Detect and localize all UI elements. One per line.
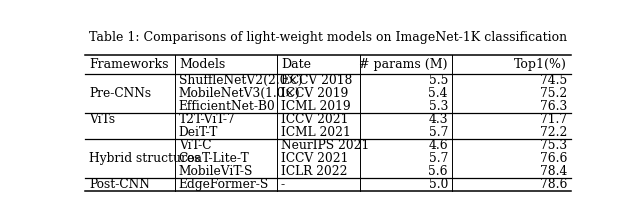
Text: NeurIPS 2021: NeurIPS 2021 (281, 139, 369, 152)
Text: 4.6: 4.6 (428, 139, 448, 152)
Text: Frameworks: Frameworks (89, 58, 168, 71)
Text: MobileNetV3(1.0×): MobileNetV3(1.0×) (179, 87, 300, 100)
Text: ICML 2021: ICML 2021 (281, 126, 351, 139)
Text: ICCV 2019: ICCV 2019 (281, 87, 348, 100)
Text: 72.2: 72.2 (540, 126, 567, 139)
Text: EdgeFormer-S: EdgeFormer-S (179, 178, 269, 191)
Text: Models: Models (179, 58, 225, 71)
Text: 78.6: 78.6 (540, 178, 567, 191)
Text: Pre-CNNs: Pre-CNNs (89, 87, 151, 100)
Text: 5.6: 5.6 (429, 165, 448, 178)
Text: EfficientNet-B0: EfficientNet-B0 (179, 100, 276, 113)
Text: DeiT-T: DeiT-T (179, 126, 218, 139)
Text: 74.5: 74.5 (540, 74, 567, 87)
Text: ICLR 2022: ICLR 2022 (281, 165, 348, 178)
Text: 5.5: 5.5 (429, 74, 448, 87)
Text: 78.4: 78.4 (540, 165, 567, 178)
Text: 75.2: 75.2 (540, 87, 567, 100)
Text: CoaT-Lite-T: CoaT-Lite-T (179, 152, 250, 165)
Text: MobileViT-S: MobileViT-S (179, 165, 253, 178)
Text: 4.3: 4.3 (429, 113, 448, 126)
Text: T2T-ViT-7: T2T-ViT-7 (179, 113, 236, 126)
Text: Top1(%): Top1(%) (514, 58, 567, 71)
Text: ICML 2019: ICML 2019 (281, 100, 351, 113)
Text: 5.7: 5.7 (429, 152, 448, 165)
Text: 76.3: 76.3 (540, 100, 567, 113)
Text: Date: Date (281, 58, 311, 71)
Text: Post-CNN: Post-CNN (89, 178, 150, 191)
Text: # params (M): # params (M) (360, 58, 448, 71)
Text: 76.6: 76.6 (540, 152, 567, 165)
Text: -: - (281, 178, 285, 191)
Text: ICCV 2021: ICCV 2021 (281, 152, 348, 165)
Text: 5.7: 5.7 (429, 126, 448, 139)
Text: ViT-C: ViT-C (179, 139, 211, 152)
Text: Table 1: Comparisons of light-weight models on ImageNet-1K classification: Table 1: Comparisons of light-weight mod… (89, 31, 567, 44)
Text: 5.0: 5.0 (429, 178, 448, 191)
Text: ShuffleNetV2(2.0×): ShuffleNetV2(2.0×) (179, 74, 303, 87)
Text: ECCV 2018: ECCV 2018 (281, 74, 352, 87)
Text: ICCV 2021: ICCV 2021 (281, 113, 348, 126)
Text: Hybrid structures: Hybrid structures (89, 152, 200, 165)
Text: 71.7: 71.7 (540, 113, 567, 126)
Text: 75.3: 75.3 (540, 139, 567, 152)
Text: ViTs: ViTs (89, 113, 115, 126)
Text: 5.3: 5.3 (429, 100, 448, 113)
Text: 5.4: 5.4 (429, 87, 448, 100)
